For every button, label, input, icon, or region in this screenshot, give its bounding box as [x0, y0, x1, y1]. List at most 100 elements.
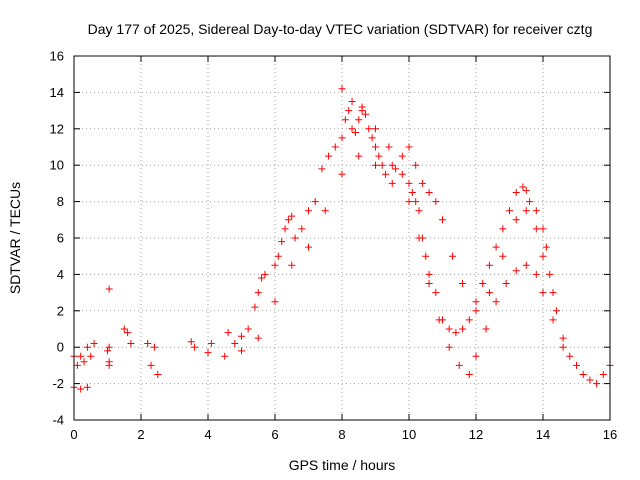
data-point-main [532, 207, 540, 215]
data-point-main [191, 343, 199, 351]
data-point-main [365, 125, 373, 133]
data-point-main [375, 152, 383, 160]
y-tick-label: 14 [50, 85, 64, 100]
axis-ticks: 0 2 4 6 8 10 12 14 16 -4 -2 0 2 4 6 8 10 12 14 16 [50, 49, 618, 443]
data-point-main [187, 338, 195, 346]
data-point-upper-branch [499, 252, 507, 260]
y-tick-label: 6 [57, 231, 64, 246]
data-point-main [144, 340, 152, 348]
data-point-upper-branch [449, 252, 457, 260]
data-point-upper-branch [432, 198, 440, 206]
data-point-main [238, 332, 245, 340]
data-point-main [499, 225, 507, 233]
data-point-upper-branch [412, 161, 420, 169]
data-point-main [318, 165, 326, 173]
x-tick-label: 8 [338, 427, 345, 442]
data-point-main [422, 252, 430, 260]
x-tick-label: 10 [402, 427, 416, 442]
data-points [70, 85, 614, 393]
data-point-main [519, 183, 527, 191]
data-point-main [506, 207, 513, 215]
data-point-main [472, 298, 480, 306]
data-point-lower-branch [472, 352, 480, 360]
data-point-main [559, 334, 567, 342]
x-tick-label: 0 [70, 427, 77, 442]
y-tick-label: -4 [52, 413, 64, 428]
data-point-main [452, 329, 460, 337]
data-point-lower-branch [492, 298, 500, 306]
data-point-lower-branch [502, 280, 510, 287]
data-point-main [325, 152, 333, 160]
x-axis-label: GPS time / hours [289, 457, 396, 473]
data-point-lower-branch [254, 334, 262, 342]
data-point-main [288, 212, 296, 220]
data-point-main [412, 198, 420, 206]
data-point-main [90, 340, 98, 348]
data-point-main [104, 347, 111, 355]
data-point-upper-branch [522, 207, 530, 215]
x-tick-label: 2 [137, 427, 144, 442]
data-point-main [526, 198, 534, 206]
data-point-lower-branch [522, 261, 530, 269]
data-point-lower-branch [512, 267, 520, 275]
data-point-upper-branch [418, 179, 426, 187]
data-point-main [261, 270, 269, 278]
data-point-main [224, 329, 232, 337]
data-point-main [415, 207, 423, 215]
data-point-lower-branch [415, 234, 423, 242]
data-point-main [278, 238, 286, 246]
data-point-lower-branch [388, 179, 396, 187]
data-point-main [274, 252, 282, 260]
data-point-upper-branch [405, 143, 413, 151]
data-point-upper-branch [459, 280, 467, 287]
data-point-main [345, 107, 353, 115]
data-point-main [80, 358, 88, 366]
data-point-main [83, 343, 91, 351]
data-point-lower-branch [288, 261, 296, 269]
data-point-main [425, 270, 433, 278]
data-point-lower-branch [305, 243, 312, 251]
data-point-main [204, 349, 212, 357]
data-point-main [284, 216, 292, 224]
data-point-main [392, 165, 400, 173]
y-tick-label: 2 [57, 303, 64, 318]
data-point-main [348, 125, 356, 133]
data-point-main [465, 316, 473, 324]
data-point-main [298, 225, 306, 233]
data-point-main [281, 225, 289, 233]
data-point-lower-branch [338, 170, 346, 178]
data-point-lower-branch [425, 280, 433, 287]
data-point-lower-branch [435, 316, 443, 324]
data-point-main [291, 234, 299, 242]
data-point-main [405, 179, 413, 187]
data-point-main [512, 189, 520, 196]
data-point-lower-branch [405, 198, 413, 206]
data-point-main [351, 128, 359, 136]
data-point-main [549, 289, 557, 297]
y-tick-label: -2 [52, 376, 64, 391]
data-point-lower-branch [532, 270, 540, 278]
data-point-main [485, 261, 493, 269]
data-point-main [382, 170, 390, 178]
data-point-outliers [105, 361, 113, 369]
data-point-main [244, 325, 252, 333]
data-point-upper-branch [385, 143, 393, 151]
x-tick-label: 14 [536, 427, 550, 442]
data-point-upper-branch [358, 107, 366, 115]
data-point-lower-branch [482, 325, 490, 333]
data-point-upper-branch [485, 289, 493, 297]
data-point-main [368, 134, 376, 142]
data-point-main [361, 110, 369, 118]
data-point-main [573, 361, 580, 369]
data-point-main [311, 198, 319, 206]
data-point-lower-branch [238, 347, 245, 355]
data-point-lower-branch [465, 371, 473, 378]
data-point-main [445, 325, 453, 333]
data-point-upper-branch [472, 307, 480, 315]
data-point-upper-branch [539, 252, 547, 260]
data-point-lower-branch [372, 161, 379, 169]
data-point-main [207, 340, 215, 348]
data-point-main [566, 352, 574, 360]
data-point-main [127, 340, 135, 348]
